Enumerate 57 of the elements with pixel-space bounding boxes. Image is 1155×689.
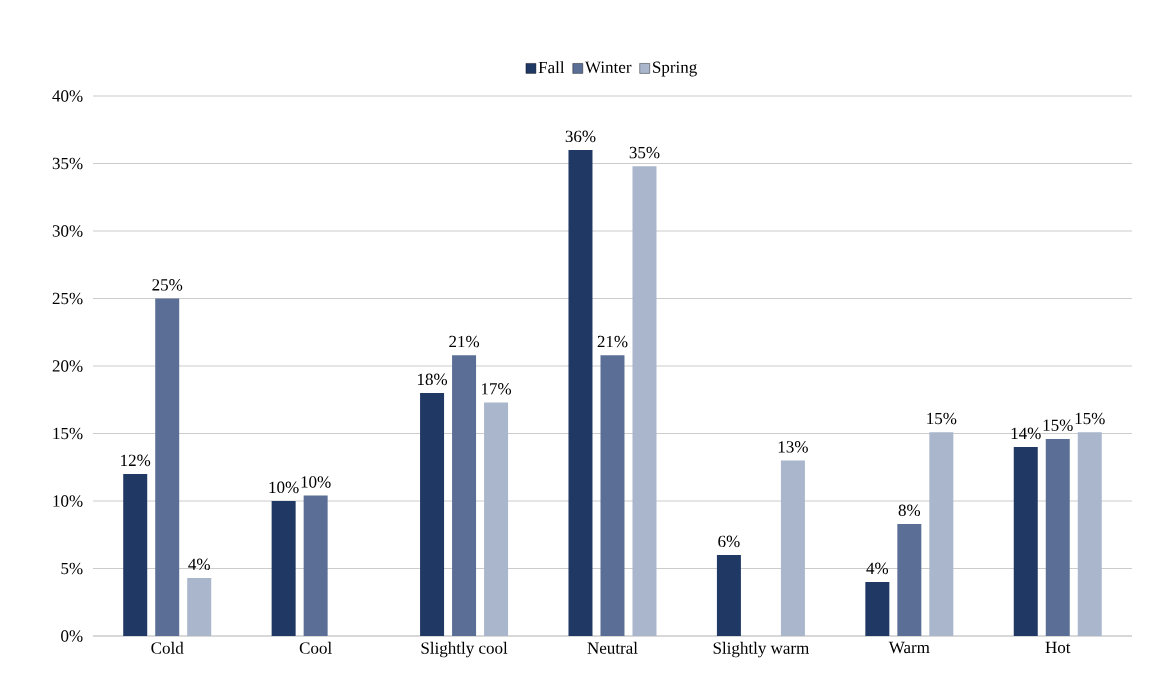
data-label: 15% xyxy=(1075,412,1105,425)
data-label: 15% xyxy=(927,412,957,425)
bar xyxy=(929,432,954,636)
bar xyxy=(123,474,148,636)
data-label: 15% xyxy=(1043,419,1073,432)
bar xyxy=(600,355,625,636)
data-label: 4% xyxy=(866,562,889,575)
data-label: 17% xyxy=(481,383,512,395)
y-tick-label: 40% xyxy=(52,90,83,102)
y-tick-label: 10% xyxy=(53,495,83,507)
y-tick-label: 0% xyxy=(61,630,83,642)
data-label: 6% xyxy=(718,535,740,548)
data-label: 8% xyxy=(898,504,921,517)
data-label: 36% xyxy=(565,130,596,143)
bar xyxy=(452,355,477,636)
bar xyxy=(1013,447,1038,636)
bar xyxy=(484,402,509,636)
data-label: 14% xyxy=(1011,427,1041,440)
data-label: 10% xyxy=(301,476,331,488)
x-tick-label: Slightly warm xyxy=(713,641,810,658)
x-tick-label: Slightly cool xyxy=(421,641,508,658)
data-label: 35% xyxy=(629,146,660,159)
data-label: 13% xyxy=(778,441,808,453)
y-tick-label: 5% xyxy=(61,562,83,575)
data-label: 10% xyxy=(269,481,299,494)
x-tick-label: Warm xyxy=(888,641,930,654)
legend-label: Spring xyxy=(653,61,697,77)
bar xyxy=(155,298,180,636)
bar xyxy=(568,150,593,636)
bar xyxy=(303,495,328,636)
bar xyxy=(716,555,741,636)
bar xyxy=(187,577,212,636)
bar xyxy=(632,166,657,636)
y-tick-label: 30% xyxy=(52,225,83,237)
legend-label: Winter xyxy=(585,61,632,74)
y-tick-label: 35% xyxy=(52,157,83,170)
bar xyxy=(420,393,445,636)
data-label: 4% xyxy=(188,558,210,571)
x-tick-label: Hot xyxy=(1045,641,1071,654)
bar xyxy=(897,523,922,636)
bar xyxy=(865,582,890,636)
y-tick-label: 15% xyxy=(53,427,83,440)
y-tick-label: 25% xyxy=(52,292,83,305)
data-label: 25% xyxy=(152,279,183,291)
data-label: 18% xyxy=(417,373,448,386)
x-tick-label: Cold xyxy=(151,641,184,654)
data-label: 12% xyxy=(121,454,151,467)
data-label: 21% xyxy=(449,335,480,348)
data-label: 21% xyxy=(597,335,628,348)
x-tick-label: Neutral xyxy=(587,641,638,654)
x-tick-label: Cool xyxy=(299,641,332,654)
y-tick-label: 20% xyxy=(52,360,83,372)
bar xyxy=(780,460,805,636)
bar xyxy=(271,501,296,636)
bar xyxy=(1077,432,1102,636)
legend-label: Fall xyxy=(538,61,565,74)
bar xyxy=(1045,438,1070,636)
